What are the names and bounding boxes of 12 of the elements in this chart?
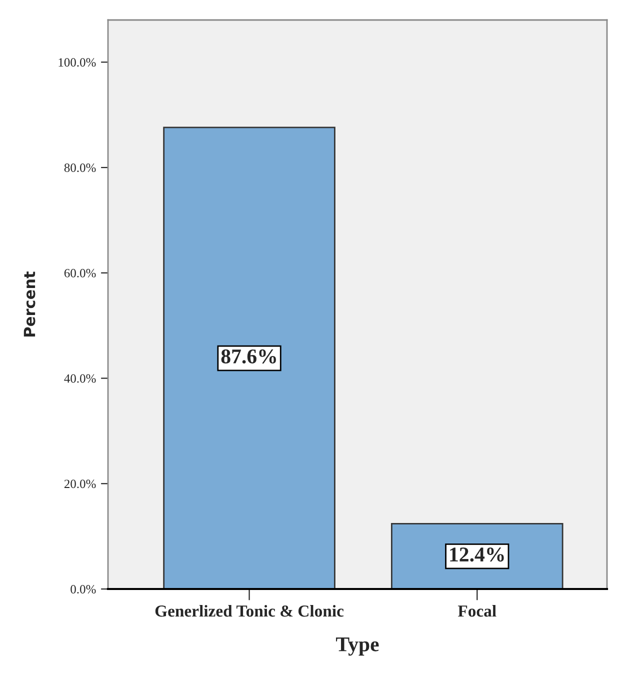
y-tick-label: 20.0% (64, 480, 96, 488)
x-tick-label: Focal (458, 604, 496, 617)
data-label: 87.6% (221, 349, 276, 364)
y-tick-label: 60.0% (64, 268, 96, 278)
y-tick-label: 80.0% (64, 164, 96, 172)
y-tick-label: 0.0% (70, 585, 96, 594)
x-tick-label: Generlized Tonic & Clonic (155, 604, 344, 617)
x-axis-title: Type (336, 638, 379, 656)
y-tick-label: 40.0% (64, 374, 96, 383)
y-axis-title: Percent (24, 272, 36, 336)
y-tick-label: 100.0% (58, 58, 96, 67)
data-label: 12.4% (450, 547, 504, 562)
